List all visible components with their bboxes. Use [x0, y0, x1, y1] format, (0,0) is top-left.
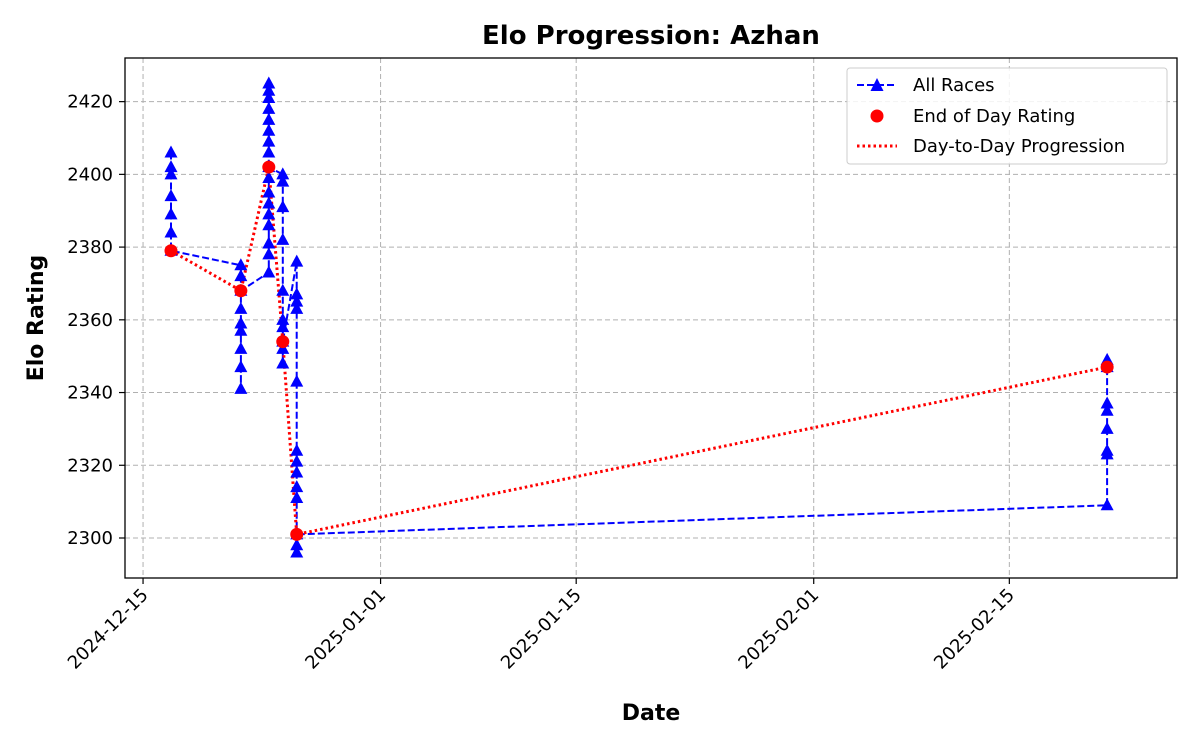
race-point — [164, 160, 178, 173]
race-point — [290, 538, 304, 551]
y-tick-label: 2340 — [67, 383, 113, 404]
chart-title: Elo Progression: Azhan — [482, 21, 820, 51]
plot-series — [164, 76, 1114, 558]
x-tick-label: 2025-02-15 — [930, 585, 1019, 674]
x-axis-label: Date — [622, 701, 681, 726]
race-point — [290, 294, 304, 307]
race-point — [290, 443, 304, 456]
race-point — [276, 320, 290, 333]
race-point — [234, 258, 248, 271]
race-point — [262, 218, 276, 231]
end-of-day-point — [164, 244, 178, 258]
race-point — [262, 112, 276, 125]
end-of-day-point — [234, 284, 248, 298]
race-point — [276, 200, 290, 213]
race-point — [1100, 421, 1114, 434]
legend-marker-end-of-day — [870, 109, 884, 123]
race-point — [262, 145, 276, 158]
race-point — [290, 480, 304, 493]
end-of-day-point — [1100, 360, 1114, 374]
end-of-day-point — [276, 335, 290, 349]
x-tick-label: 2025-02-01 — [734, 585, 823, 674]
y-tick-label: 2400 — [67, 164, 113, 185]
race-point — [276, 283, 290, 296]
race-point — [164, 167, 178, 180]
y-tick-label: 2420 — [67, 92, 113, 113]
race-point — [164, 207, 178, 220]
plot-frame — [124, 57, 1178, 579]
x-tick-label: 2025-01-15 — [497, 585, 586, 674]
race-point — [262, 76, 276, 89]
race-point — [262, 247, 276, 260]
race-point — [164, 145, 178, 158]
race-point — [234, 341, 248, 354]
race-point — [290, 287, 304, 300]
race-point — [234, 360, 248, 373]
race-point — [276, 312, 290, 325]
legend-marker-all-races — [870, 78, 884, 91]
race-point — [234, 269, 248, 282]
race-point — [234, 301, 248, 314]
legend-label-all-races: All Races — [913, 75, 995, 96]
race-point — [234, 381, 248, 394]
y-axis-label: Elo Rating — [24, 255, 49, 382]
race-point — [1100, 396, 1114, 409]
race-point — [290, 545, 304, 558]
race-point — [234, 316, 248, 329]
race-point — [164, 225, 178, 238]
y-axis-ticks: 2300 2320 2340 2360 2380 2400 2420 — [67, 92, 125, 549]
race-point — [1100, 443, 1114, 456]
legend-label-day-to-day: Day-to-Day Progression — [913, 136, 1125, 157]
race-point — [290, 301, 304, 314]
end-of-day-point — [290, 527, 304, 541]
race-point — [276, 174, 290, 187]
race-point — [290, 491, 304, 503]
race-point — [276, 167, 290, 180]
race-point — [276, 356, 290, 369]
legend-label-end-of-day: End of Day Rating — [913, 106, 1075, 127]
race-point — [262, 83, 276, 96]
y-tick-label: 2320 — [67, 455, 113, 476]
legend: All Races End of Day Rating Day-to-Day P… — [846, 67, 1168, 165]
race-point — [234, 323, 248, 336]
race-point — [262, 265, 276, 278]
race-point — [290, 465, 304, 478]
race-point — [276, 232, 290, 245]
legend-box — [846, 67, 1168, 165]
race-point — [262, 185, 276, 198]
race-point — [262, 236, 276, 249]
race-point — [1100, 403, 1114, 416]
race-point — [262, 196, 276, 209]
x-tick-label: 2025-01-01 — [301, 585, 390, 674]
race-point — [290, 254, 304, 267]
day-to-day-line — [170, 166, 1108, 537]
race-point — [262, 134, 276, 147]
race-point — [262, 91, 276, 103]
y-tick-label: 2360 — [67, 310, 113, 331]
y-tick-label: 2380 — [67, 237, 113, 258]
race-point — [1100, 498, 1114, 511]
end-of-day-point — [262, 160, 276, 174]
race-point — [262, 123, 276, 136]
x-tick-label: 2024-12-15 — [64, 585, 153, 674]
race-point — [262, 171, 276, 183]
race-point — [290, 374, 304, 387]
race-point — [290, 454, 304, 467]
race-point — [262, 101, 276, 114]
x-axis-ticks: 2024-12-15 2025-01-01 2025-01-15 2025-02-01… — [64, 578, 1019, 674]
race-point — [262, 207, 276, 220]
y-tick-label: 2300 — [67, 528, 113, 549]
race-point — [164, 189, 178, 202]
